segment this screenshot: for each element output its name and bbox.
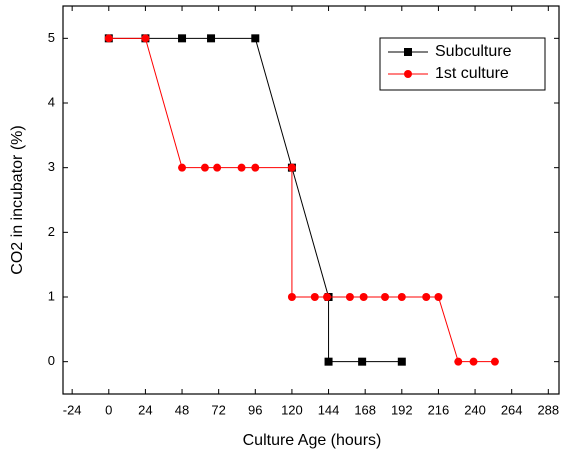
- marker: [323, 293, 332, 301]
- legend-marker: [404, 48, 412, 56]
- x-tick-label: 168: [354, 402, 376, 417]
- marker: [422, 293, 431, 301]
- marker: [381, 293, 390, 301]
- x-tick-label: 216: [428, 402, 450, 417]
- y-tick-label: 0: [48, 353, 55, 368]
- marker: [178, 34, 187, 43]
- marker: [358, 357, 367, 366]
- legend-label: 1st culture: [435, 65, 509, 82]
- x-tick-label: 144: [318, 402, 340, 417]
- x-tick-label: 240: [464, 402, 486, 417]
- x-tick-label: 264: [501, 402, 523, 417]
- marker: [237, 163, 246, 172]
- marker: [287, 293, 296, 301]
- marker: [397, 293, 406, 301]
- x-tick-label: 192: [391, 402, 413, 417]
- marker: [490, 357, 499, 366]
- marker: [251, 163, 260, 172]
- y-tick-label: 2: [48, 224, 55, 239]
- x-tick-label: 0: [105, 402, 112, 417]
- legend-box: [379, 37, 546, 91]
- x-tick-label: 120: [281, 402, 303, 417]
- marker: [141, 34, 150, 43]
- x-tick-label: 48: [175, 402, 189, 417]
- marker: [178, 163, 187, 172]
- marker: [207, 34, 216, 43]
- legend-label: Subculture: [435, 43, 512, 60]
- marker: [200, 163, 209, 172]
- marker: [454, 357, 463, 366]
- marker: [397, 357, 406, 366]
- y-tick-label: 5: [48, 30, 55, 45]
- x-tick-label: 96: [248, 402, 262, 417]
- marker: [345, 293, 354, 301]
- marker: [213, 163, 222, 172]
- marker: [469, 357, 478, 366]
- x-tick-label: 72: [211, 402, 225, 417]
- x-axis-label: Culture Age (hours): [243, 432, 382, 449]
- x-tick-label: 288: [537, 402, 559, 417]
- marker: [310, 293, 319, 301]
- marker: [251, 34, 260, 43]
- x-tick-label: -24: [63, 402, 82, 417]
- series-line: [108, 37, 402, 363]
- x-tick-label: 24: [138, 402, 152, 417]
- marker: [359, 293, 368, 301]
- marker: [287, 163, 296, 172]
- y-axis-label: CO2 in incubator (%): [9, 125, 26, 274]
- y-tick-label: 4: [48, 94, 55, 109]
- marker: [104, 34, 113, 43]
- marker: [324, 357, 333, 366]
- y-tick-label: 3: [48, 159, 55, 174]
- plot-frame: [62, 5, 560, 395]
- y-tick-label: 1: [48, 288, 55, 303]
- legend-marker: [404, 70, 412, 78]
- marker: [434, 293, 443, 301]
